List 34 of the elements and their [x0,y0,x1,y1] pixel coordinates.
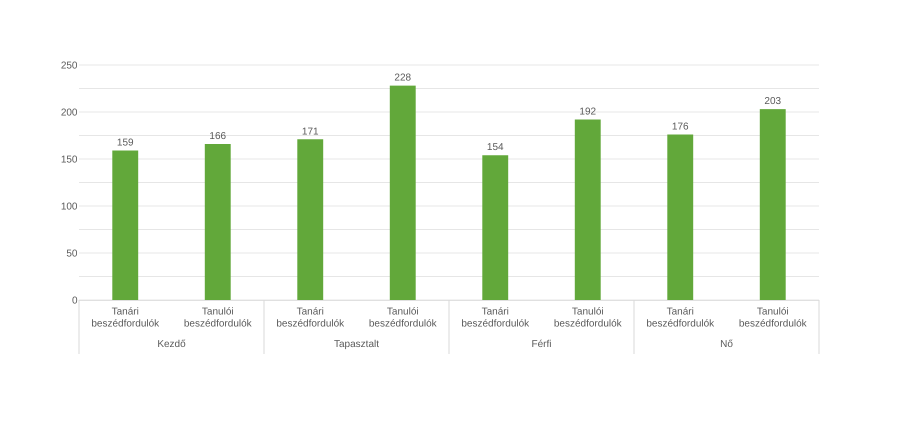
x-tick-label: Tanulói beszédfordulók [368,306,438,330]
data-label: 228 [394,72,412,84]
data-label: 154 [486,142,504,154]
bar [297,139,324,300]
bar [667,134,694,300]
x-tick-label: Tanári beszédfordulók [461,306,530,330]
data-label: 203 [764,96,782,108]
x-tick-label: Tanári beszédfordulók [646,306,716,330]
y-tick-label: 250 [60,60,78,72]
x-tick-label: Tanulói beszédfordulók [554,306,623,330]
bar [760,109,786,300]
y-tick-label: 200 [60,108,78,118]
x-tick-label: Tanulói beszédfordulók [184,306,253,330]
y-tick-label: 100 [60,202,78,212]
y-tick-label: 150 [60,154,78,166]
bar [204,144,231,300]
y-tick-label: 50 [66,248,78,260]
x-tick-label: Tanári beszédfordulók [91,306,160,330]
data-label: 166 [209,130,227,142]
text: Tapasztalt [334,339,380,350]
data-label: 159 [116,138,134,149]
data-label: 176 [672,122,690,133]
text: Nő [720,339,734,350]
text: Kezdő [157,339,186,350]
bar [574,120,601,300]
bar [390,86,416,300]
x-tick-label: Tanári beszédfordulók [276,306,346,330]
text: Férfi [532,339,552,350]
bar [482,155,508,300]
data-label: 171 [302,126,320,138]
data-label: 192 [579,106,597,118]
bar [112,150,138,300]
y-tick-label: 0 [72,296,78,306]
x-tick-label: Tanulói beszédfordulók [738,306,808,330]
